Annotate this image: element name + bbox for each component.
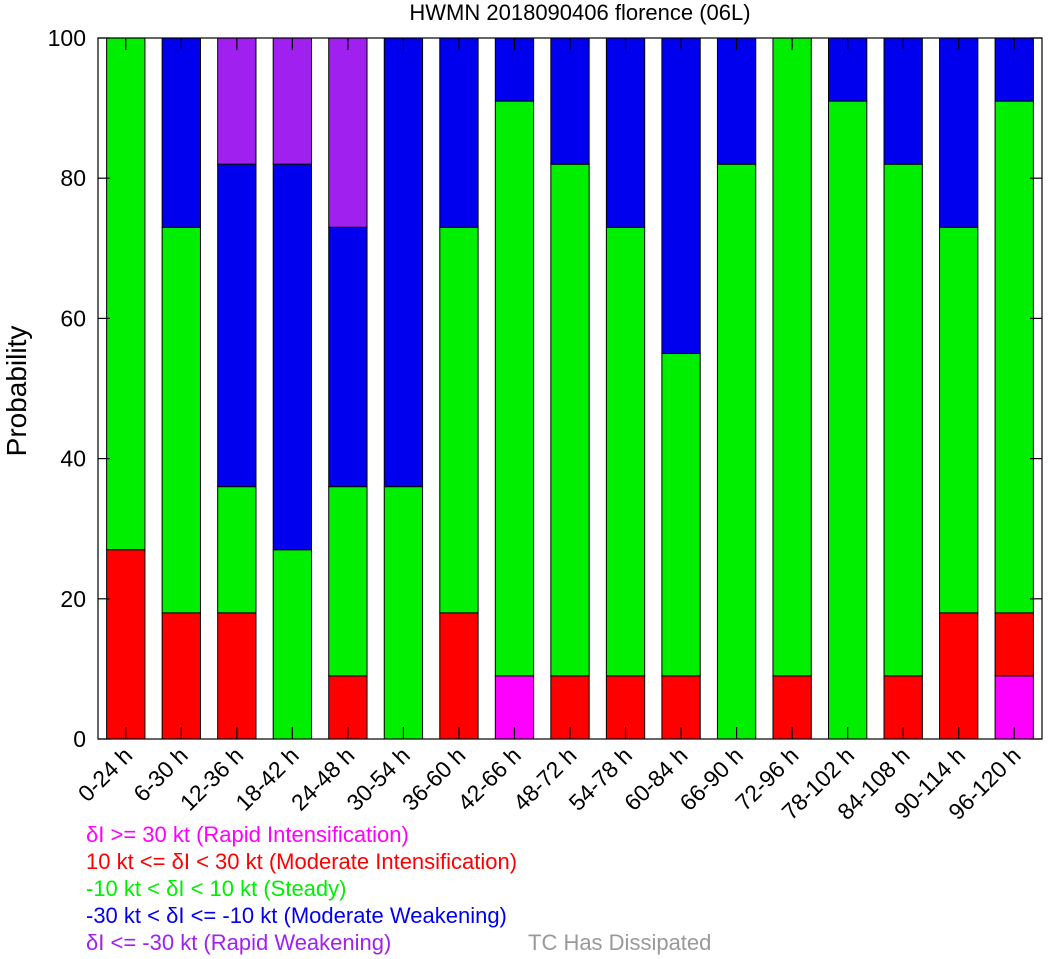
bar-segment	[716, 37, 757, 165]
bar-segment	[827, 100, 868, 740]
bar-segment	[883, 163, 923, 677]
bar-segment	[328, 37, 368, 228]
bar-segment	[494, 100, 535, 677]
bar-segment	[605, 37, 646, 228]
bar-segment	[383, 486, 424, 740]
y-tick-label: 20	[60, 586, 86, 612]
bar-segment	[161, 37, 201, 228]
bar-segment	[217, 486, 257, 614]
bar-segment	[439, 37, 479, 228]
bar-segment	[939, 37, 979, 228]
bar-segment	[217, 612, 257, 740]
y-tick-label: 80	[60, 165, 86, 191]
bar-segment	[439, 226, 479, 614]
bar-segment	[772, 37, 812, 677]
bar-segment	[883, 37, 923, 165]
bar-segment	[272, 37, 313, 165]
bar-segment	[106, 549, 146, 740]
bar-segment	[605, 226, 646, 677]
legend-entry: -30 kt < δI <= -10 kt (Moderate Weakenin…	[86, 903, 507, 928]
bar-segment	[716, 163, 757, 740]
y-tick-label: 60	[60, 305, 86, 331]
bar-segment	[939, 612, 979, 740]
legend: δI >= 30 kt (Rapid Intensification)10 kt…	[86, 822, 711, 955]
bar-segment	[550, 163, 590, 677]
legend-entry-dissipated: TC Has Dissipated	[528, 930, 711, 955]
y-axis-label: Probability	[1, 326, 32, 457]
bar-segment	[939, 226, 979, 614]
bar-segment	[661, 37, 701, 354]
bar-segment	[217, 37, 257, 165]
bar-segment	[161, 612, 201, 740]
y-tick-label: 0	[73, 726, 86, 752]
y-tick-label: 40	[60, 446, 86, 472]
bar-segment	[439, 612, 479, 740]
bar-segment	[161, 226, 201, 614]
bar-segment	[328, 486, 368, 677]
chart-title: HWMN 2018090406 florence (06L)	[409, 0, 750, 25]
bar-segment	[383, 37, 424, 488]
bar-segment	[272, 163, 313, 551]
legend-entry: -10 kt < δI < 10 kt (Steady)	[86, 876, 346, 901]
bar-segment	[106, 37, 146, 551]
bar-segment	[550, 37, 590, 165]
bar-segment	[994, 100, 1034, 614]
legend-entry: δI <= -30 kt (Rapid Weakening)	[86, 930, 391, 955]
legend-entry: 10 kt <= δI < 30 kt (Moderate Intensific…	[86, 849, 517, 874]
bar-segment	[661, 352, 701, 677]
legend-entry: δI >= 30 kt (Rapid Intensification)	[86, 822, 409, 847]
bar-segment	[328, 226, 368, 488]
y-tick-label: 100	[48, 25, 86, 51]
bar-segment	[994, 612, 1034, 677]
bar-segment	[217, 163, 257, 488]
bars-group	[106, 37, 1034, 740]
bar-segment	[272, 549, 313, 740]
